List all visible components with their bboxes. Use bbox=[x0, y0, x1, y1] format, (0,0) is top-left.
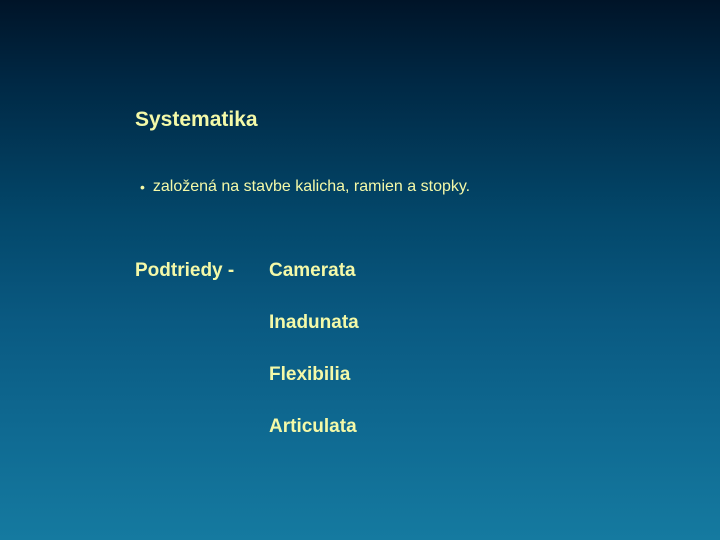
subheading-row: Podtriedy - bbox=[135, 260, 234, 282]
bullet-line: • založená na stavbe kalicha, ramien a s… bbox=[140, 178, 470, 196]
list-item: Camerata bbox=[269, 260, 356, 282]
list-item: Articulata bbox=[269, 416, 357, 438]
slide-title: Systematika bbox=[135, 108, 258, 132]
subheading-label: Podtriedy - bbox=[135, 260, 234, 281]
slide: Systematika • založená na stavbe kalicha… bbox=[0, 0, 720, 540]
bullet-marker-icon: • bbox=[140, 180, 145, 194]
list-item: Flexibilia bbox=[269, 364, 350, 386]
bullet-text: založená na stavbe kalicha, ramien a sto… bbox=[153, 178, 470, 196]
list-item: Inadunata bbox=[269, 312, 359, 334]
